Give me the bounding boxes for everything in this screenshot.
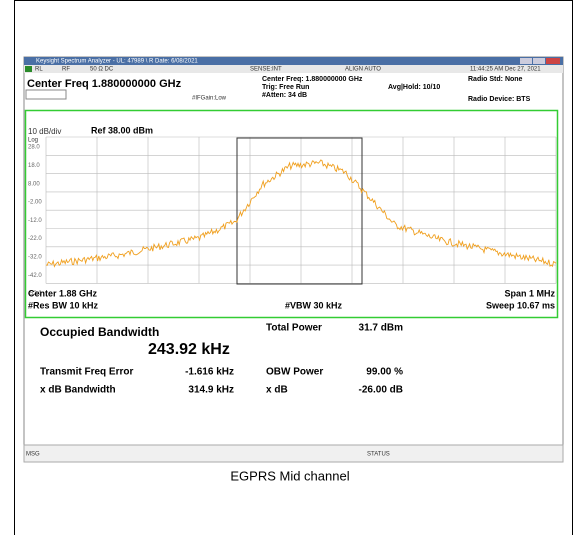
maximize-button[interactable] xyxy=(533,58,545,64)
obw-box xyxy=(236,137,363,285)
title-bar xyxy=(24,57,563,65)
toolbar-item: RF xyxy=(62,67,70,73)
spectrum-trace xyxy=(45,159,557,268)
y-label: 18.0 xyxy=(28,163,40,169)
input-box[interactable] xyxy=(25,89,67,100)
y-label: -12.0 xyxy=(28,218,42,224)
measurement: Total Power xyxy=(266,323,322,334)
status: STATUS xyxy=(367,452,390,458)
setting: #Atten: 34 dB xyxy=(262,92,307,99)
status-bar xyxy=(23,444,564,463)
radio-device: Radio Device: BTS xyxy=(468,96,531,103)
radio-std: Radio Std: None xyxy=(468,76,523,83)
sweep: Sweep 10.67 ms xyxy=(486,300,555,310)
span: Span 1 MHz xyxy=(504,288,555,298)
status-icon xyxy=(25,66,32,72)
if-gain: #IFGain:Low xyxy=(192,96,227,102)
obw-label: Occupied Bandwidth xyxy=(40,325,159,339)
ref-level: Ref 38.00 dBm xyxy=(91,125,153,135)
measurement: -1.616 kHz xyxy=(185,367,234,378)
y-label: -2.00 xyxy=(28,200,42,206)
y-label: 8.00 xyxy=(28,181,40,187)
log-label: Log xyxy=(28,138,38,144)
measurement: 31.7 dBm xyxy=(359,323,404,334)
measurement: Transmit Freq Error xyxy=(40,367,133,378)
center: Center 1.88 GHz xyxy=(28,288,98,298)
toolbar-item: RL xyxy=(35,67,43,73)
setting: Center Freq: 1.880000000 GHz xyxy=(262,76,363,83)
close-button[interactable] xyxy=(546,58,560,64)
window-title: Keysight Spectrum Analyzer - UL: 47989 \… xyxy=(36,59,198,65)
measurement: 314.9 kHz xyxy=(188,385,234,396)
y-label: -52.0 xyxy=(28,291,42,297)
y-label: -32.0 xyxy=(28,255,42,261)
scale: 10 dB/div xyxy=(28,127,61,136)
toolbar-item: 50 Ω DC xyxy=(90,67,114,73)
res-bw: #Res BW 10 kHz xyxy=(28,300,99,310)
y-label: -42.0 xyxy=(28,273,42,279)
avg-hold: Avg|Hold: 10/10 xyxy=(388,84,440,91)
minimize-button[interactable] xyxy=(520,58,532,64)
setting: Trig: Free Run xyxy=(262,84,309,91)
obw-value: 243.92 kHz xyxy=(148,341,230,358)
toolbar xyxy=(24,65,563,73)
y-label: 28.0 xyxy=(28,145,40,151)
caption: EGPRS Mid channel xyxy=(230,468,349,483)
toolbar-item: SENSE:INT xyxy=(250,67,282,73)
measurement: 99.00 % xyxy=(366,367,403,378)
graph-frame xyxy=(24,109,559,319)
y-label: -22.0 xyxy=(28,236,42,242)
toolbar-item: 11:44:25 AM Dec 27, 2021 xyxy=(470,67,541,73)
measurement: -26.00 dB xyxy=(359,385,403,396)
msg: MSG xyxy=(26,452,40,458)
measurement: OBW Power xyxy=(266,367,323,378)
measurement: x dB Bandwidth xyxy=(40,385,116,396)
center-freq: Center Freq 1.880000000 GHz xyxy=(27,78,182,90)
toolbar-item: ALIGN AUTO xyxy=(345,67,381,73)
vbw: #VBW 30 kHz xyxy=(285,300,343,310)
measurement: x dB xyxy=(266,385,288,396)
